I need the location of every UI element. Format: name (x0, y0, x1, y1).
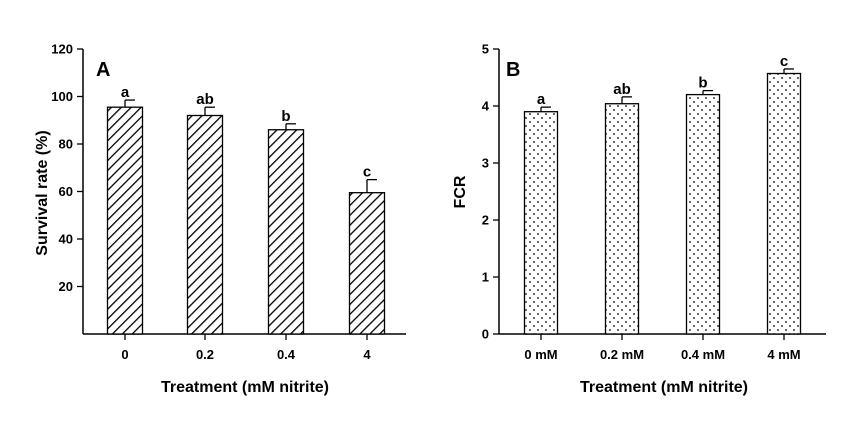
panel-a-x-tick-label: 0 (121, 347, 128, 362)
panel-b-y-tick-label: 5 (482, 42, 489, 57)
panel-b-significance-label: c (780, 53, 788, 70)
panel-a-significance-label: c (363, 164, 371, 181)
panel-a-y-tick-label: 80 (59, 137, 73, 152)
panel-b-x-tick-label: 0.2 mM (600, 347, 644, 362)
panel-a-significance-label: a (121, 84, 130, 101)
panel-b-bar (685, 93, 721, 335)
panel-b-y-tick-label: 3 (482, 156, 489, 171)
panel-b-x-tick-label: 0 mM (524, 347, 557, 362)
panel-b-x-tick-label: 4 mM (767, 347, 800, 362)
panel-a-plot-area: 20 40 60 80 100 120 0 a 0.2 ab 0.4 b 4 c (51, 42, 406, 362)
panel-a-y-axis-title: Survival rate (%) (34, 130, 51, 255)
panel-a-y-tick-label: 100 (51, 89, 73, 104)
panel-a-y-tick-label: 60 (59, 184, 73, 199)
panel-b-bar (604, 103, 640, 335)
panel-b-significance-label: ab (613, 81, 631, 98)
panel-a-bar (348, 192, 386, 335)
panel-a-bar (267, 129, 305, 335)
panel-b-y-tick-label: 4 (482, 99, 490, 114)
panel-a-y-tick-label: 40 (59, 232, 73, 247)
panel-a-x-axis-title: Treatment (mM nitrite) (161, 379, 329, 396)
panel-b-label: B (506, 59, 520, 81)
panel-b-plot-area: 0 1 2 3 4 5 0 mM a 0.2 mM ab 0.4 mM b 4 mM c (482, 42, 826, 362)
panel-a-y-tick-label: 120 (51, 42, 73, 57)
panel-a-label: A (96, 59, 110, 81)
panel-a-bar (186, 114, 224, 335)
panel-a-bar (106, 106, 144, 335)
panel-a-x-tick-label: 0.4 (277, 347, 296, 362)
panel-a-significance-label: b (281, 108, 290, 125)
panel-a-significance-label: ab (196, 91, 214, 108)
panel-b-bar (523, 111, 559, 335)
panel-b-x-axis-title: Treatment (mM nitrite) (580, 379, 748, 396)
panel-a-x-tick-label: 0.2 (196, 347, 214, 362)
panel-a: A Survival rate (%) Treatment (mM nitrit… (34, 42, 406, 396)
panel-b: B FCR Treatment (mM nitrite) 0 1 2 3 4 5 0 mM a… (452, 42, 826, 396)
panel-b-bar (766, 72, 802, 335)
panel-b-y-tick-label: 2 (482, 213, 489, 228)
panel-b-x-tick-label: 0.4 mM (681, 347, 725, 362)
panel-b-y-axis-title: FCR (452, 175, 469, 208)
panel-a-x-tick-label: 4 (363, 347, 371, 362)
panel-b-y-tick-label: 0 (482, 327, 489, 342)
panel-a-y-tick-label: 20 (59, 279, 73, 294)
panel-b-y-tick-label: 1 (482, 270, 489, 285)
panel-b-significance-label: b (698, 75, 707, 92)
panel-b-significance-label: a (537, 91, 546, 108)
